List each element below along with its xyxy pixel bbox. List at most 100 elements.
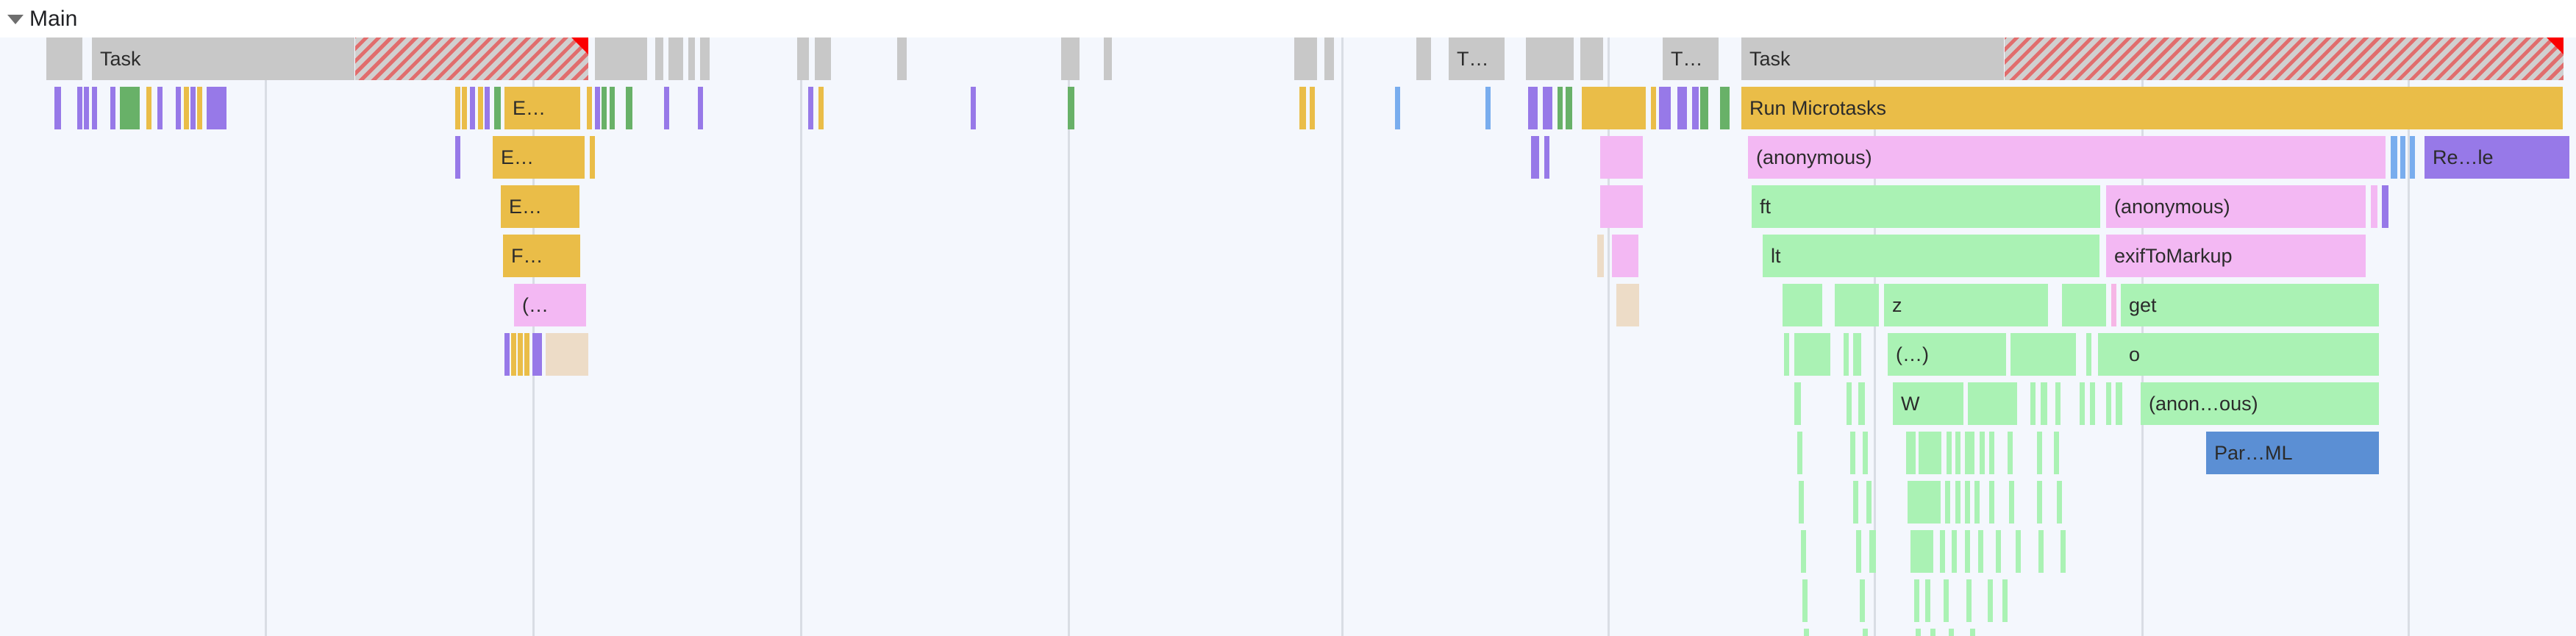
long-task-warning-triangle-icon[interactable] (2547, 37, 2563, 54)
flame-bar[interactable] (184, 87, 189, 129)
flame-bar[interactable] (2002, 579, 2008, 622)
flame-bar[interactable] (602, 87, 607, 129)
flame-bar[interactable] (1988, 579, 1993, 622)
flame-bar[interactable] (77, 87, 82, 129)
flame-bar[interactable] (688, 37, 695, 80)
flame-bar-anon-ous[interactable]: (anon…ous) (2141, 382, 2379, 425)
flame-bar[interactable] (1659, 87, 1671, 129)
flame-bar[interactable] (1784, 333, 1789, 376)
flame-bar[interactable] (1860, 579, 1865, 622)
flame-bar[interactable] (1600, 136, 1643, 179)
flame-bar[interactable] (1485, 87, 1491, 129)
flame-bar-anonymous[interactable]: (anonymous) (1748, 136, 2386, 179)
flame-bar[interactable] (1544, 136, 1549, 179)
flame-bar[interactable] (2061, 530, 2066, 573)
flame-bar[interactable] (655, 37, 663, 80)
flame-bar[interactable] (518, 333, 523, 376)
flame-bar[interactable] (2410, 136, 2415, 179)
flame-bar[interactable] (462, 87, 467, 129)
flame-bar[interactable] (1616, 284, 1639, 326)
flame-bar[interactable] (1858, 382, 1865, 425)
flame-bar[interactable] (1910, 530, 1933, 573)
flame-bar[interactable] (1989, 432, 1994, 474)
flame-bar[interactable] (1925, 579, 1930, 622)
flame-bar[interactable] (2062, 284, 2106, 326)
flame-bar[interactable] (1945, 481, 1950, 524)
flame-bar[interactable] (1866, 481, 1872, 524)
flame-bar[interactable] (2382, 185, 2388, 228)
flame-bar[interactable] (698, 87, 703, 129)
flame-bar[interactable] (1582, 87, 1646, 129)
flame-bar[interactable] (110, 87, 115, 129)
flame-bar[interactable] (455, 87, 460, 129)
flame-bar[interactable] (1966, 579, 1972, 622)
flame-bar[interactable] (1952, 530, 1957, 573)
flame-bar[interactable] (2005, 37, 2563, 80)
flame-bar[interactable] (120, 87, 140, 129)
flame-bar-task[interactable]: Task (1741, 37, 2004, 80)
flame-bar[interactable] (1068, 87, 1074, 129)
flame-bar[interactable] (1856, 530, 1861, 573)
flame-bar[interactable] (2038, 530, 2044, 573)
flame-bar[interactable] (92, 87, 97, 129)
flame-bar[interactable] (1804, 629, 1809, 636)
flame-bar[interactable] (1324, 37, 1334, 80)
flame-bar[interactable] (1978, 530, 1983, 573)
flame-bar[interactable] (1794, 382, 1801, 425)
flame-bar[interactable] (1853, 481, 1858, 524)
flame-bar-anonymous[interactable]: (anonymous) (2106, 185, 2366, 228)
flame-bar[interactable] (1955, 481, 1960, 524)
flame-bar[interactable] (1919, 432, 1941, 474)
triangle-down-icon[interactable] (7, 15, 24, 24)
flame-bar[interactable] (2041, 382, 2047, 425)
flame-bar-get[interactable]: get (2121, 284, 2379, 326)
flame-bars[interactable]: Task T… T… Task E… Run Microtasks E… (anonymous… (0, 37, 2576, 636)
flame-bar[interactable] (808, 87, 813, 129)
flame-bar[interactable] (1794, 333, 1830, 376)
flame-bar[interactable] (2055, 382, 2061, 425)
flame-bar[interactable] (1850, 432, 1855, 474)
flame-bar[interactable] (1720, 87, 1730, 129)
flame-bar[interactable] (1416, 37, 1431, 80)
flame-bar[interactable] (897, 37, 907, 80)
flame-bar[interactable] (511, 333, 516, 376)
flame-bar[interactable] (2371, 185, 2377, 228)
flame-bar[interactable] (1955, 432, 1960, 474)
flame-bar[interactable] (590, 136, 595, 179)
flame-bar[interactable] (626, 87, 632, 129)
flame-bar[interactable] (2086, 333, 2091, 376)
flame-bar[interactable] (46, 37, 82, 80)
flame-bar[interactable] (1531, 136, 1539, 179)
flame-bar[interactable] (595, 37, 647, 80)
flame-bar[interactable] (2057, 481, 2062, 524)
flame-bar[interactable] (1612, 235, 1638, 277)
flame-bar[interactable] (1914, 579, 1919, 622)
flame-bar[interactable] (1980, 432, 1985, 474)
flame-bar[interactable] (587, 87, 592, 129)
flame-chart-canvas[interactable]: Task T… T… Task E… Run Microtasks E… (anonymous… (0, 37, 2576, 636)
flame-bar[interactable] (546, 333, 588, 376)
flame-bar[interactable] (1802, 579, 1808, 622)
flame-bar[interactable] (1989, 481, 1994, 524)
flame-bar[interactable] (524, 333, 529, 376)
flame-bar[interactable] (1299, 87, 1306, 129)
flame-bar[interactable] (815, 37, 831, 80)
flame-bar[interactable] (455, 136, 460, 179)
flame-bar[interactable] (2391, 136, 2397, 179)
flame-bar[interactable] (470, 87, 475, 129)
flame-bar[interactable] (1526, 37, 1574, 80)
flame-bar-t[interactable]: T… (1663, 37, 1719, 80)
flame-bar[interactable] (2080, 382, 2085, 425)
flame-bar[interactable] (54, 87, 61, 129)
flame-bar[interactable] (1908, 481, 1941, 524)
flame-bar[interactable] (1965, 481, 1970, 524)
flame-bar[interactable] (2054, 432, 2059, 474)
flame-bar[interactable] (2030, 382, 2036, 425)
flame-bar[interactable] (1543, 87, 1552, 129)
flame-bar-re-le[interactable]: Re…le (2425, 136, 2569, 179)
flame-bar[interactable] (1863, 432, 1868, 474)
flame-bar[interactable] (1853, 333, 1861, 376)
flame-bar-z[interactable]: z (1884, 284, 2048, 326)
flame-bar[interactable] (1863, 629, 1868, 636)
flame-bar[interactable] (971, 87, 976, 129)
